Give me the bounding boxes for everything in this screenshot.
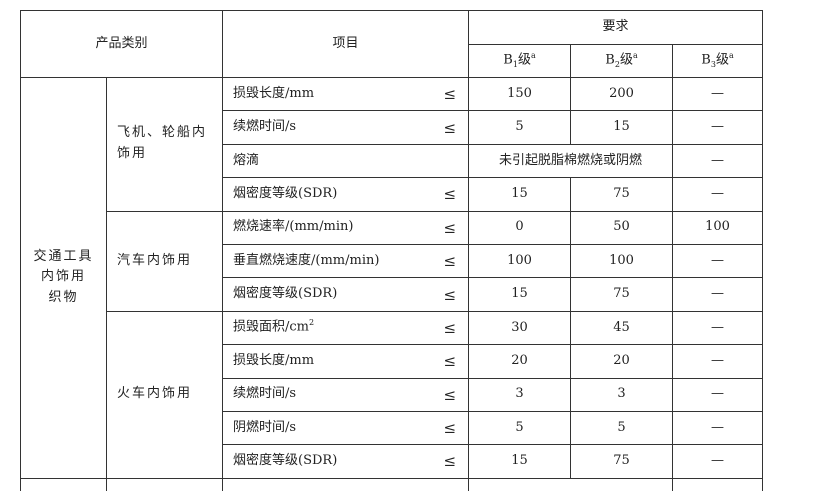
less-equal-symbol: ≤ <box>443 318 457 337</box>
less-equal-symbol: ≤ <box>443 85 457 104</box>
category-sub: 火车内饰用 <box>105 310 224 479</box>
value-b3: — <box>672 277 764 312</box>
value-b2: 100 <box>570 243 674 279</box>
value-b1: 20 <box>468 344 572 379</box>
table-row: 烟密度等级(SDR) ≤15 75— <box>21 277 764 312</box>
table-row: 熔滴 未引起脱脂棉燃烧或阴燃 — <box>21 143 764 179</box>
value-b2: 5 <box>570 410 674 446</box>
item-label: 垂直燃烧速度/(mm/min) <box>233 252 380 268</box>
value-b1: 150 <box>468 76 572 112</box>
value-b3: — <box>672 177 764 212</box>
value-b2: 3 <box>570 377 674 412</box>
value-b3: — <box>672 410 764 446</box>
less-equal-symbol: ≤ <box>443 218 457 237</box>
category-sub: 汽车内饰用 <box>105 210 224 312</box>
item-cell: 烟密度等级(SDR) ≤ <box>222 177 470 212</box>
item-label: 损毁面积/cm <box>233 319 310 335</box>
value-b3: — <box>672 76 764 112</box>
superscript: 2 <box>309 318 315 328</box>
table-row: 汽车内饰用 燃烧速率/(mm/min) ≤0 50 100 <box>21 210 764 312</box>
less-equal-symbol: ≤ <box>443 352 457 371</box>
value-b3: — <box>672 110 764 145</box>
value-b1: 15 <box>468 444 572 479</box>
value-b2: 15 <box>570 110 674 145</box>
item-label: 烟密度等级(SDR) <box>233 453 338 469</box>
value-b1: 30 <box>468 310 572 346</box>
item-label: 燃烧速率/(mm/min) <box>233 219 354 235</box>
table-row: 烟密度等级(SDR) ≤15 75— <box>21 177 764 212</box>
header-category: 产品类别 <box>19 10 224 78</box>
less-equal-symbol: ≤ <box>443 252 457 271</box>
item-cell: 燃烧速率/(mm/min) ≤ <box>222 210 470 245</box>
value-b1-b2: 未引起脱脂棉燃烧或阴燃 <box>468 143 674 179</box>
item-label: 熔滴 <box>233 152 260 168</box>
item-cell: 续燃时间/s ≤ <box>222 110 470 145</box>
value-b3: — <box>672 377 764 412</box>
table-row: 交通工具 内饰用 织物 飞机、轮船内饰用 损毁长度/mm ≤150 200— <box>20 76 764 479</box>
value-b2: 20 <box>570 344 674 379</box>
header-grade-b2: B2级a <box>570 44 674 78</box>
category-main: 交通工具 内饰用 织物 <box>20 77 107 479</box>
item-label: 续燃时间/s <box>233 386 297 402</box>
table-row: 损毁长度/mm ≤20 20— <box>21 344 764 379</box>
item-cell: 垂直燃烧速度/(mm/min) ≤ <box>222 243 470 279</box>
category-sub: 飞机、轮船内饰用 <box>105 77 224 212</box>
item-cell: 烟密度等级(SDR) ≤ <box>222 444 470 479</box>
header-item: 项目 <box>222 10 470 78</box>
value-b3: — <box>672 444 764 479</box>
item-label: 阴燃时间/s <box>233 419 297 435</box>
table-row: 续燃时间/s ≤3 3— <box>21 377 764 412</box>
item-cell: 损毁面积/cm2 ≤ <box>222 310 470 346</box>
less-equal-symbol: ≤ <box>443 385 457 404</box>
item-label: 烟密度等级(SDR) <box>233 185 338 201</box>
item-label: 烟密度等级(SDR) <box>233 286 338 302</box>
value-b2: 50 <box>570 210 674 245</box>
less-equal-symbol: ≤ <box>443 419 457 438</box>
value-b1: 15 <box>468 277 572 312</box>
value-b2: 75 <box>570 277 674 312</box>
item-cell: 损毁长度/mm ≤ <box>222 344 470 379</box>
value-b1: 0 <box>468 210 572 245</box>
value-b2: 200 <box>570 76 674 112</box>
less-equal-symbol: ≤ <box>443 185 457 204</box>
item-cell: 烟密度等级(SDR) ≤ <box>222 277 470 312</box>
value-b2: 75 <box>570 177 674 212</box>
requirements-table: 产品类别 项目 要求 B1级a B2级a B3级a 交通工具 内饰用 织物 飞机、轮船内饰… <box>19 10 764 491</box>
item-cell: 损毁长度/mm ≤ <box>222 76 470 112</box>
value-b3: — <box>672 143 764 179</box>
table-row: 阴燃时间/s ≤5 5— <box>21 410 764 446</box>
item-label: 损毁长度/mm <box>233 85 315 101</box>
value-b3: 100 <box>672 210 764 245</box>
header-requirement: 要求 <box>468 10 764 45</box>
value-b2: 45 <box>570 310 674 346</box>
value-b2: 75 <box>570 444 674 479</box>
value-b1: 3 <box>468 377 572 412</box>
header-grade-b3: B3级a <box>672 44 764 78</box>
value-b1: 100 <box>468 243 572 279</box>
item-label: 损毁长度/mm <box>233 352 315 368</box>
category-main-line: 交通工具 <box>33 248 94 264</box>
table-row: 续燃时间/s ≤5 15— <box>21 110 764 145</box>
value-b1: 15 <box>468 177 572 212</box>
item-cell: 熔滴 <box>222 143 470 179</box>
less-equal-symbol: ≤ <box>443 118 457 137</box>
value-b1: 5 <box>468 110 572 145</box>
item-label: 续燃时间/s <box>233 119 297 135</box>
table-row: 火车内饰用 损毁面积/cm2 ≤30 45— <box>21 310 764 479</box>
table-row: 垂直燃烧速度/(mm/min) ≤100 100— <box>21 243 764 279</box>
item-cell: 续燃时间/s ≤ <box>222 377 470 412</box>
category-main-line: 织物 <box>48 290 79 306</box>
item-cell: 阴燃时间/s ≤ <box>222 410 470 446</box>
table-row: 烟密度等级(SDR) ≤15 75— <box>21 444 764 479</box>
value-b1: 5 <box>468 410 572 446</box>
value-b3: — <box>672 243 764 279</box>
header-grade-b1: B1级a <box>468 44 572 78</box>
less-equal-symbol: ≤ <box>443 285 457 304</box>
value-b3: — <box>672 344 764 379</box>
value-b3: — <box>672 310 764 346</box>
less-equal-symbol: ≤ <box>443 452 457 471</box>
category-main-line: 内饰用 <box>40 269 86 285</box>
